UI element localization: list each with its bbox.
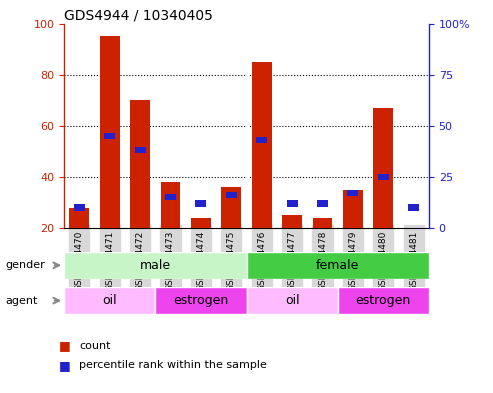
Bar xyxy=(195,200,207,207)
Bar xyxy=(104,133,115,139)
Bar xyxy=(155,287,246,314)
Bar xyxy=(161,182,180,228)
Text: ■: ■ xyxy=(59,359,71,372)
Bar xyxy=(373,108,393,228)
Text: female: female xyxy=(316,259,359,272)
Bar xyxy=(135,147,145,154)
Bar xyxy=(226,192,237,198)
Bar xyxy=(246,287,338,314)
Bar xyxy=(74,204,85,211)
Text: oil: oil xyxy=(285,294,299,307)
Bar xyxy=(130,100,150,228)
Bar xyxy=(256,137,267,143)
Text: male: male xyxy=(140,259,171,272)
Text: ■: ■ xyxy=(59,339,71,353)
Text: percentile rank within the sample: percentile rank within the sample xyxy=(79,360,267,371)
Bar xyxy=(252,62,272,228)
Text: agent: agent xyxy=(5,296,37,306)
Bar xyxy=(191,218,211,228)
Bar xyxy=(100,37,120,228)
Bar xyxy=(70,208,89,228)
Bar xyxy=(313,218,332,228)
Text: count: count xyxy=(79,341,110,351)
Bar xyxy=(64,287,155,314)
Bar xyxy=(165,194,176,200)
Bar xyxy=(343,189,363,228)
Text: estrogen: estrogen xyxy=(355,294,411,307)
Bar xyxy=(317,200,328,207)
Bar xyxy=(348,190,358,196)
Text: GDS4944 / 10340405: GDS4944 / 10340405 xyxy=(64,8,213,22)
Bar xyxy=(408,204,419,211)
Bar xyxy=(221,187,241,228)
Bar xyxy=(286,200,298,207)
Bar xyxy=(338,287,429,314)
Text: oil: oil xyxy=(103,294,117,307)
Bar xyxy=(64,252,246,279)
Bar xyxy=(282,215,302,228)
Bar xyxy=(378,174,389,180)
Text: gender: gender xyxy=(5,260,45,270)
Text: estrogen: estrogen xyxy=(173,294,229,307)
Bar xyxy=(246,252,429,279)
